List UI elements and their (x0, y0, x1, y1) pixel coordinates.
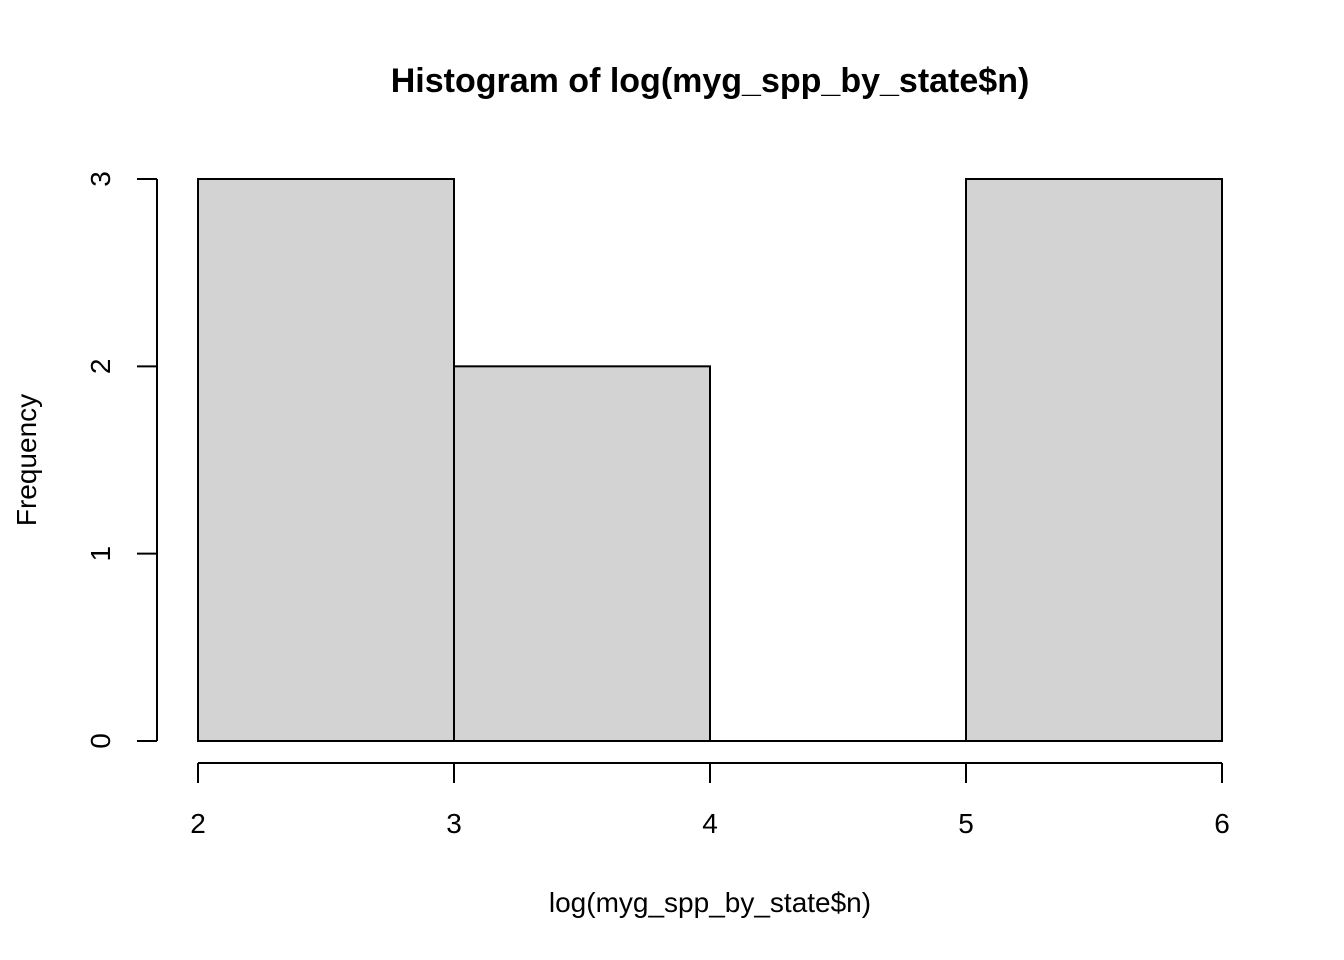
x-tick-label-2: 4 (702, 808, 718, 839)
histogram-bar-1 (453, 365, 711, 742)
y-axis: 0 1 2 3 (85, 171, 158, 749)
x-tick-label-1: 3 (446, 808, 462, 839)
y-tick-label-0: 0 (85, 733, 116, 749)
x-axis-label: log(myg_spp_by_state$n) (549, 887, 871, 918)
histogram-bar-3 (965, 178, 1223, 742)
x-tick-label-4: 6 (1214, 808, 1230, 839)
bars-group (197, 178, 1223, 742)
y-axis-label: Frequency (11, 394, 42, 526)
x-tick-label-0: 2 (190, 808, 206, 839)
x-axis: 2 3 4 5 6 (190, 762, 1230, 839)
histogram-bar-0 (197, 178, 455, 742)
y-tick-label-3: 3 (85, 171, 116, 187)
y-tick-label-2: 2 (85, 359, 116, 375)
y-tick-label-1: 1 (85, 546, 116, 562)
chart-title: Histogram of log(myg_spp_by_state$n) (391, 62, 1030, 100)
x-tick-label-3: 5 (958, 808, 974, 839)
